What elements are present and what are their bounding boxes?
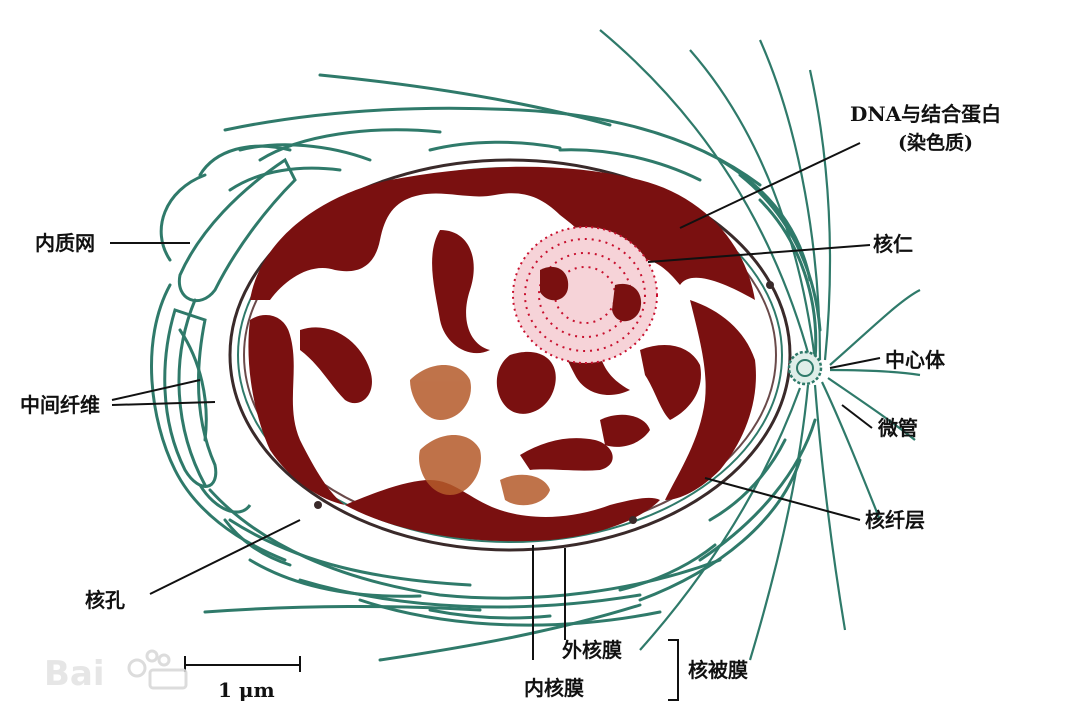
fiber-network xyxy=(150,73,822,662)
label-intermediate-filament: 中间纤维 xyxy=(20,393,100,417)
nuclear-pores xyxy=(314,281,774,524)
label-er: 内质网 xyxy=(35,231,95,255)
label-outer-membrane: 外核膜 xyxy=(562,638,622,662)
svg-text:Bai: Bai xyxy=(44,654,105,694)
label-nuclear-pore: 核孔 xyxy=(85,588,125,612)
scale-bar xyxy=(184,656,301,672)
label-nuclear-lamina: 核纤层 xyxy=(865,508,925,532)
label-inner-membrane: 内核膜 xyxy=(524,676,584,700)
baidu-watermark-logo: Bai xyxy=(44,649,188,694)
label-scale: 1 μm xyxy=(218,678,275,702)
chromatin-light xyxy=(410,365,550,506)
microtubules xyxy=(599,29,921,661)
label-dna-proteins: DNA与结合蛋白 xyxy=(850,102,1002,126)
nucleolus xyxy=(512,226,658,364)
label-nuclear-envelope: 核被膜 xyxy=(688,658,748,682)
label-nucleolus: 核仁 xyxy=(873,232,913,256)
label-chromatin: (染色质) xyxy=(898,132,973,154)
label-microtubule: 微管 xyxy=(878,416,918,440)
chromatin xyxy=(248,166,756,542)
leader-lines xyxy=(110,142,881,701)
label-centrosome: 中心体 xyxy=(885,348,945,372)
centrosome xyxy=(787,350,823,386)
endoplasmic-reticulum xyxy=(163,157,297,514)
